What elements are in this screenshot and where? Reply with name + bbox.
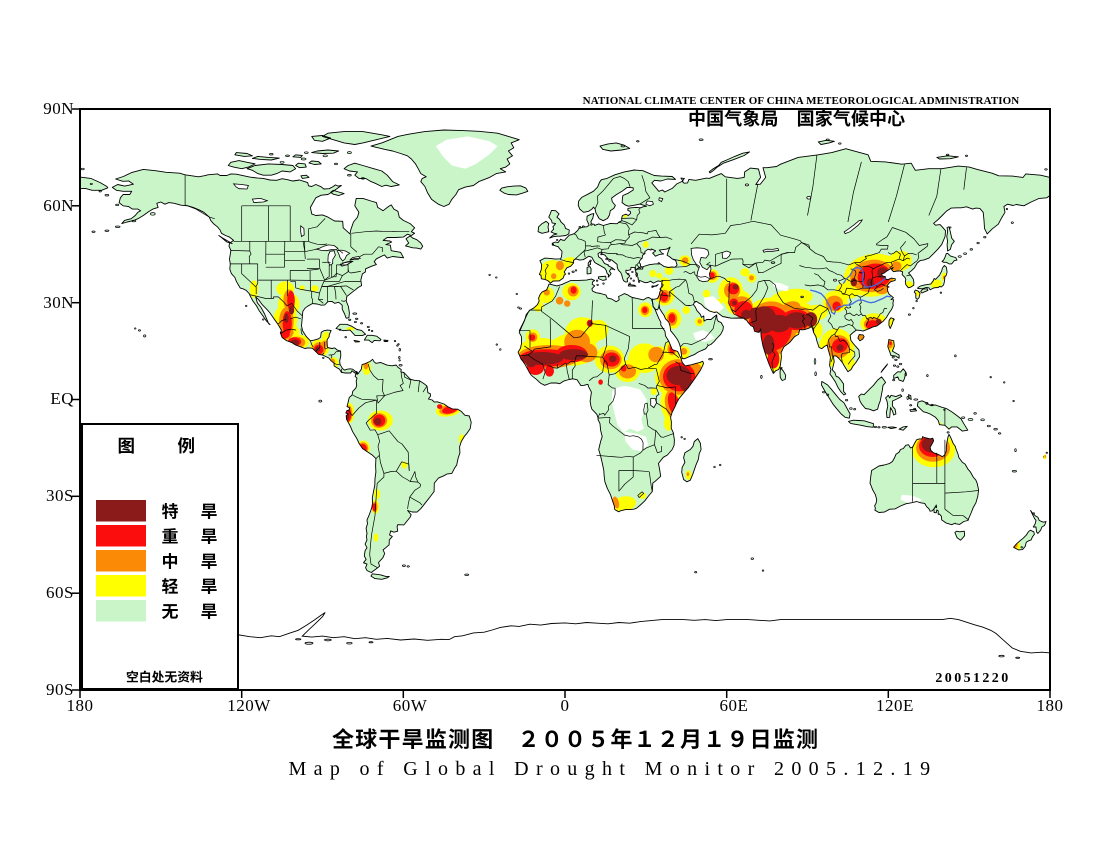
svg-text:EQ: EQ [50,389,74,408]
svg-text:30S: 30S [46,486,74,505]
svg-text:0: 0 [561,696,570,715]
svg-text:60N: 60N [43,196,74,215]
svg-text:120E: 120E [876,696,914,715]
svg-text:60S: 60S [46,583,74,602]
svg-text:20051220: 20051220 [935,671,1010,686]
svg-text:60E: 60E [720,696,749,715]
svg-text:NATIONAL CLIMATE CENTER OF CHI: NATIONAL CLIMATE CENTER OF CHINA METEORO… [583,95,1020,107]
svg-text:90N: 90N [43,99,74,118]
svg-text:Map of Global Drought Monitor: Map of Global Drought Monitor 2005.12.19 [289,758,938,780]
svg-text:180: 180 [67,696,94,715]
svg-text:120W: 120W [227,696,271,715]
svg-text:90S: 90S [46,680,74,699]
svg-text:60W: 60W [393,696,428,715]
svg-text:180: 180 [1037,696,1064,715]
svg-text:30N: 30N [43,293,74,312]
